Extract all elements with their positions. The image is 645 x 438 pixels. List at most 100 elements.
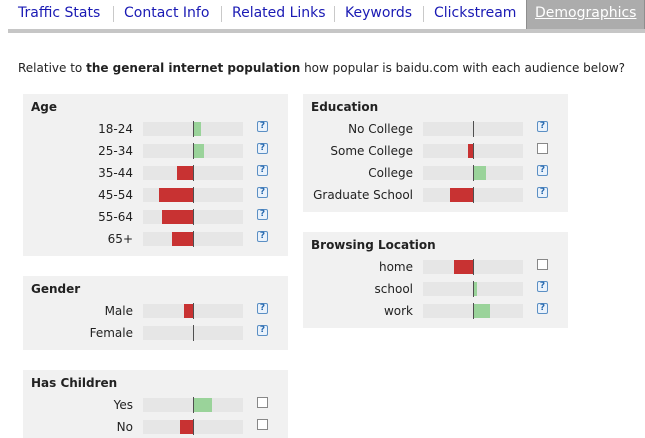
demographic-row: 45-54?	[23, 184, 288, 206]
help-icon[interactable]: ?	[257, 303, 268, 314]
popularity-track	[423, 187, 523, 203]
education-panel-title: Education	[311, 100, 379, 114]
location-panel-title: Browsing Location	[311, 238, 436, 252]
help-icon[interactable]: ?	[537, 165, 548, 176]
negative-bar	[172, 232, 193, 246]
help-icon[interactable]: ?	[257, 209, 268, 220]
baseline-marker	[193, 325, 194, 341]
help-icon[interactable]: ?	[537, 187, 548, 198]
positive-bar	[474, 166, 486, 180]
popularity-track	[143, 325, 243, 341]
demographic-row: 35-44?	[23, 162, 288, 184]
tab-keywords[interactable]: Keywords	[345, 5, 413, 21]
baseline-marker	[193, 165, 194, 181]
gender-panel-title: Gender	[31, 282, 81, 296]
demographic-row: Male?	[23, 300, 288, 322]
tab-separator	[334, 6, 335, 22]
help-icon[interactable]: ?	[257, 165, 268, 176]
demographic-row: No	[23, 416, 288, 438]
baseline-marker	[193, 397, 194, 413]
checkbox[interactable]	[257, 397, 268, 408]
popularity-track	[143, 419, 243, 435]
positive-bar	[474, 304, 490, 318]
children-panel-title: Has Children	[31, 376, 118, 390]
popularity-track	[143, 209, 243, 225]
help-icon[interactable]: ?	[257, 325, 268, 336]
row-label: No	[116, 420, 133, 434]
demographic-row: Graduate School?	[303, 184, 568, 206]
popularity-track	[423, 121, 523, 137]
help-icon[interactable]: ?	[257, 231, 268, 242]
age-panel-title: Age	[31, 100, 58, 114]
demographic-row: Some College	[303, 140, 568, 162]
intro-prefix: Relative to	[18, 61, 87, 75]
positive-bar	[194, 122, 201, 136]
checkbox[interactable]	[537, 143, 548, 154]
tab-bar: Traffic Stats Contact Info Related Links…	[0, 0, 645, 34]
positive-bar	[194, 144, 204, 158]
demographic-row: College?	[303, 162, 568, 184]
intro-bold: the general internet population	[86, 61, 301, 75]
popularity-track	[423, 303, 523, 319]
popularity-track	[143, 303, 243, 319]
baseline-marker	[473, 121, 474, 137]
demographic-row: No College?	[303, 118, 568, 140]
popularity-track	[423, 281, 523, 297]
negative-bar	[450, 188, 473, 202]
popularity-track	[423, 259, 523, 275]
tab-related-links[interactable]: Related Links	[232, 5, 326, 21]
demographic-row: 55-64?	[23, 206, 288, 228]
baseline-marker	[193, 121, 194, 137]
tab-clickstream[interactable]: Clickstream	[434, 5, 517, 21]
demographic-row: home	[303, 256, 568, 278]
demographic-row: 18-24?	[23, 118, 288, 140]
checkbox[interactable]	[537, 259, 548, 270]
row-label: College	[368, 166, 413, 180]
popularity-track	[143, 143, 243, 159]
row-label: Graduate School	[313, 188, 413, 202]
popularity-track	[423, 143, 523, 159]
baseline-marker	[473, 281, 474, 297]
help-icon[interactable]: ?	[537, 281, 548, 292]
positive-bar	[194, 398, 212, 412]
demographic-row: 25-34?	[23, 140, 288, 162]
help-icon[interactable]: ?	[257, 187, 268, 198]
baseline-marker	[473, 259, 474, 275]
row-label: work	[383, 304, 413, 318]
checkbox[interactable]	[257, 419, 268, 430]
popularity-track	[143, 397, 243, 413]
baseline-marker	[193, 419, 194, 435]
negative-bar	[177, 166, 193, 180]
tab-separator	[423, 6, 424, 22]
negative-bar	[180, 420, 193, 434]
help-icon[interactable]: ?	[257, 143, 268, 154]
help-icon[interactable]: ?	[537, 121, 548, 132]
popularity-track	[143, 187, 243, 203]
intro-text: Relative to the general internet populat…	[18, 61, 625, 75]
baseline-marker	[473, 303, 474, 319]
row-label: 55-64	[98, 210, 133, 224]
tab-traffic-stats[interactable]: Traffic Stats	[18, 5, 101, 21]
tab-demographics[interactable]: Demographics	[526, 0, 645, 29]
popularity-track	[423, 165, 523, 181]
gender-panel: Gender Male? Female?	[23, 276, 288, 350]
baseline-marker	[193, 143, 194, 159]
baseline-marker	[193, 231, 194, 247]
negative-bar	[159, 188, 193, 202]
tab-contact-info[interactable]: Contact Info	[124, 5, 210, 21]
baseline-marker	[473, 143, 474, 159]
popularity-track	[143, 121, 243, 137]
help-icon[interactable]: ?	[257, 121, 268, 132]
row-label: 25-34	[98, 144, 133, 158]
tab-separator	[221, 6, 222, 22]
education-panel: Education No College? Some College College…	[303, 94, 568, 212]
positive-bar	[474, 282, 477, 296]
help-icon[interactable]: ?	[537, 303, 548, 314]
baseline-marker	[473, 165, 474, 181]
negative-bar	[162, 210, 193, 224]
baseline-marker	[193, 303, 194, 319]
baseline-marker	[473, 187, 474, 203]
tab-underline	[8, 29, 645, 33]
row-label: Some College	[330, 144, 413, 158]
row-label: school	[374, 282, 413, 296]
